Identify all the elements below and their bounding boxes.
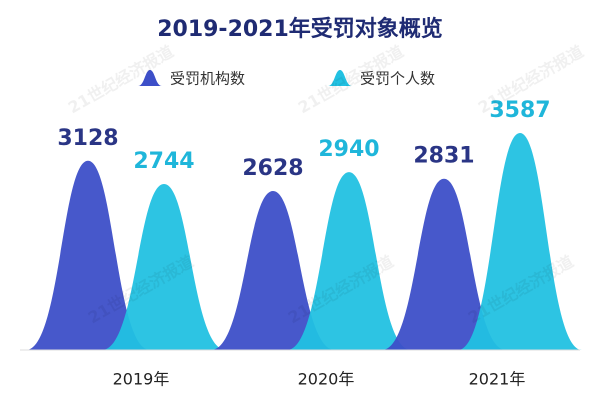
chart-title: 2019-2021年受罚对象概览 [157, 16, 443, 42]
value-label: 2628 [242, 156, 303, 181]
bell-bar [458, 133, 582, 350]
watermark: 21世纪经济报道 [65, 42, 177, 118]
value-label: 2744 [133, 149, 194, 174]
legend-label: 受罚个人数 [360, 70, 435, 88]
bell-bar [287, 172, 411, 350]
x-tick-label: 2021年 [469, 370, 526, 389]
value-label: 3128 [57, 126, 118, 151]
x-tick-label: 2020年 [298, 370, 355, 389]
legend-label: 受罚机构数 [170, 70, 245, 88]
value-label: 2831 [413, 144, 474, 169]
legend-icon [328, 70, 352, 86]
bell-bar [26, 160, 150, 350]
legend-icon [138, 70, 162, 86]
value-label: 3587 [489, 98, 550, 123]
bell-bar [102, 183, 226, 350]
bell-bar [211, 191, 335, 350]
x-tick-label: 2019年 [113, 370, 170, 389]
value-label: 2940 [318, 137, 379, 162]
bell-bar [382, 178, 506, 350]
